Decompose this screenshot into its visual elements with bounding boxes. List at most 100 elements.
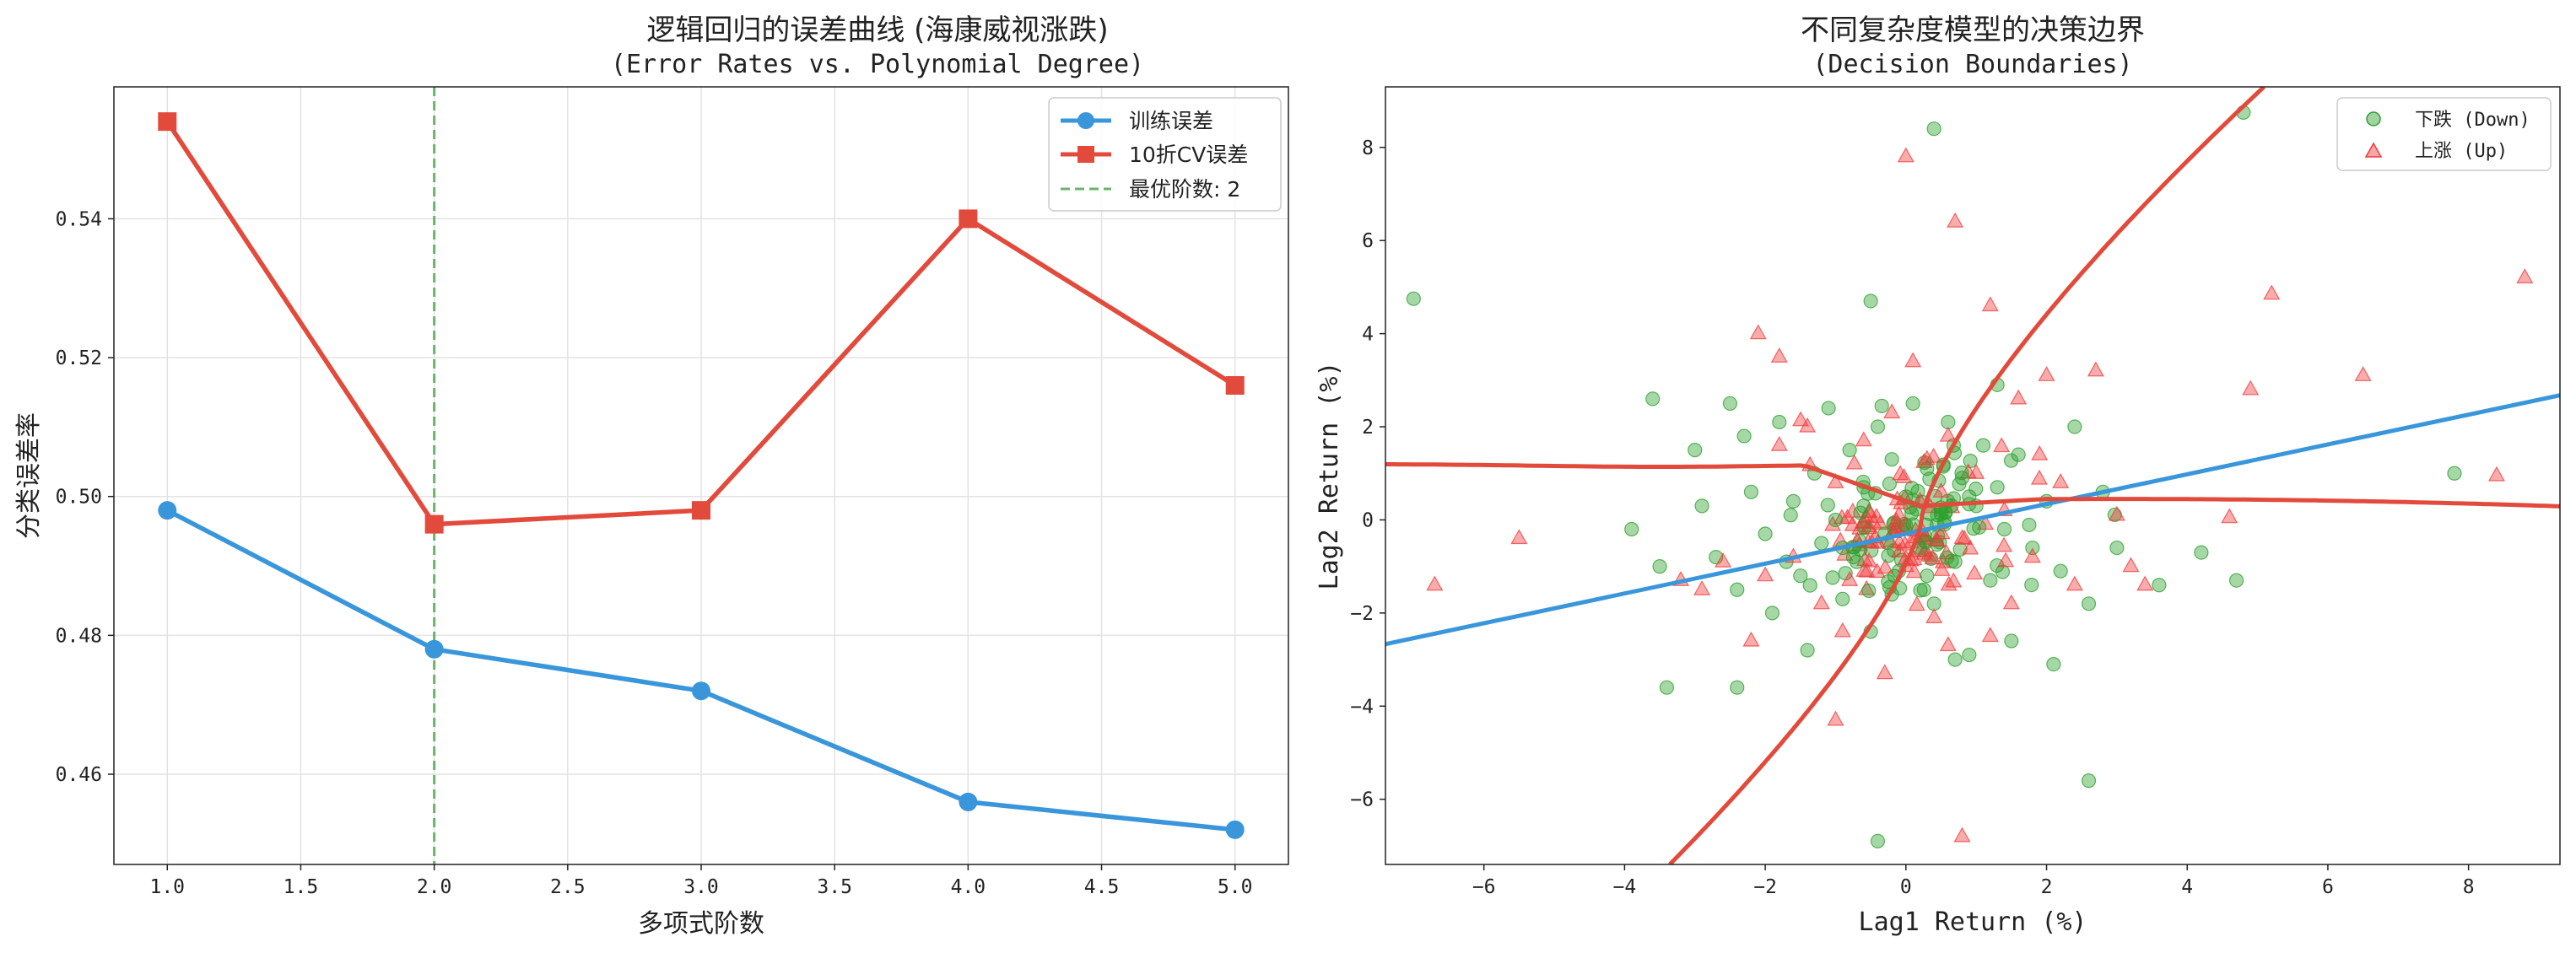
right-y-tick-label: −2 [1350,603,1374,625]
up-point [1854,514,1871,529]
down-point [1783,508,1798,523]
up-point [2354,366,2372,381]
down-point [1828,512,1844,528]
left-x-tick-label: 1.5 [284,876,319,898]
down-point [2152,578,2167,593]
right-legend-frame [2336,97,2552,171]
down-point [1913,583,1928,598]
down-point [1793,568,1808,584]
down-point [1947,652,1963,667]
down-point [1645,391,1661,407]
up-point [1995,536,2013,552]
up-point [2487,466,2506,482]
down-point [1861,583,1877,599]
right-scatter-points [1406,105,2534,848]
up-point [1933,524,1951,540]
up-point [2031,444,2049,460]
up-point [2516,268,2534,283]
down-point [1874,398,1889,413]
down-point [1920,461,1935,476]
down-point [1743,484,1759,499]
down-point [1962,647,1977,663]
up-point [1770,435,1788,451]
up-point [1812,594,1830,610]
down-point [2194,545,2209,560]
right-chart-subtitle: (Decision Boundaries) [1812,50,2132,79]
legend-cv-marker [1077,146,1094,163]
left-x-ticks: 1.0 1.5 2.0 2.5 3.0 3.5 4.0 4.5 5.0 [149,864,1253,898]
right-x-tick-label: 4 [2181,876,2193,898]
up-point [1855,431,1872,447]
left-x-tick-label: 5.0 [1218,876,1253,898]
left-chart-title: 逻辑回归的误差曲线 (海康威视涨跌) [646,13,1108,47]
right-x-tick-label: 6 [2322,876,2334,898]
down-point [1870,833,1886,848]
up-point [1877,558,1894,574]
down-point [2022,517,2037,533]
legend-train-marker [1077,112,1094,129]
down-point [2046,656,2061,672]
down-point [1905,396,1920,412]
right-x-ticks: −6 −4 −2 0 2 4 6 8 [1472,864,2475,898]
left-legend-frame [1048,97,1282,212]
up-point [2263,284,2281,300]
right-x-axis-label: Lag1 Return (%) [1859,907,2087,937]
up-point [2087,361,2104,377]
left-y-tick-label: 0.50 [56,487,102,509]
right-x-tick-label: 2 [2041,876,2053,898]
up-point [1855,562,1873,577]
down-point [1764,606,1780,621]
up-point [1426,575,1444,591]
right-y-tick-label: 6 [1362,230,1374,252]
left-x-tick-label: 1.0 [149,876,185,898]
up-point [1904,352,1922,368]
left-x-axis-label: 多项式阶数 [638,909,764,939]
down-point [1863,293,1878,309]
right-y-tick-label: 4 [1362,324,1374,346]
down-point [1996,521,2012,537]
up-point [2030,469,2048,485]
legend-down-marker [2366,111,2381,127]
down-point [1916,582,1931,597]
up-point [1715,552,1732,568]
cv-error-point [959,209,978,229]
down-point [1820,498,1835,513]
down-point [1926,121,1941,137]
right-x-tick-label: −6 [1472,876,1496,898]
up-point [2242,380,2260,396]
down-point [1882,476,1898,492]
up-point [1693,580,1711,595]
up-point [1827,710,1844,726]
up-point [1845,454,1863,470]
down-point [2011,447,2026,462]
up-point [1939,426,1957,442]
up-point [1925,608,1943,623]
down-point [1849,554,1865,569]
right-chart-title: 不同复杂度模型的决策边界 [1801,13,2145,47]
down-point [1800,643,1815,658]
up-point [1953,826,1971,843]
down-point [2003,453,2019,468]
up-point [1890,505,1908,521]
up-point [1908,595,1925,611]
right-y-axis-label: Lag2 Return (%) [1315,362,1344,590]
down-point [1406,291,1421,306]
down-point [1659,680,1675,695]
up-point [1799,417,1817,433]
down-point [2067,419,2082,434]
up-point [1792,411,1810,427]
up-point [1947,212,1964,228]
down-point [2053,563,2068,579]
down-point [1995,564,2011,579]
right-x-tick-label: −4 [1613,876,1637,898]
down-point [2447,466,2462,481]
down-point [1954,466,1969,481]
polynomial-decision-boundary-vertical [1668,87,2265,864]
up-point [1833,622,1851,638]
down-point [2081,596,2097,611]
right-x-tick-label: 8 [2463,876,2475,898]
linear-decision-boundary [1385,393,2560,647]
down-point [2109,540,2125,556]
down-point [1884,452,1899,467]
